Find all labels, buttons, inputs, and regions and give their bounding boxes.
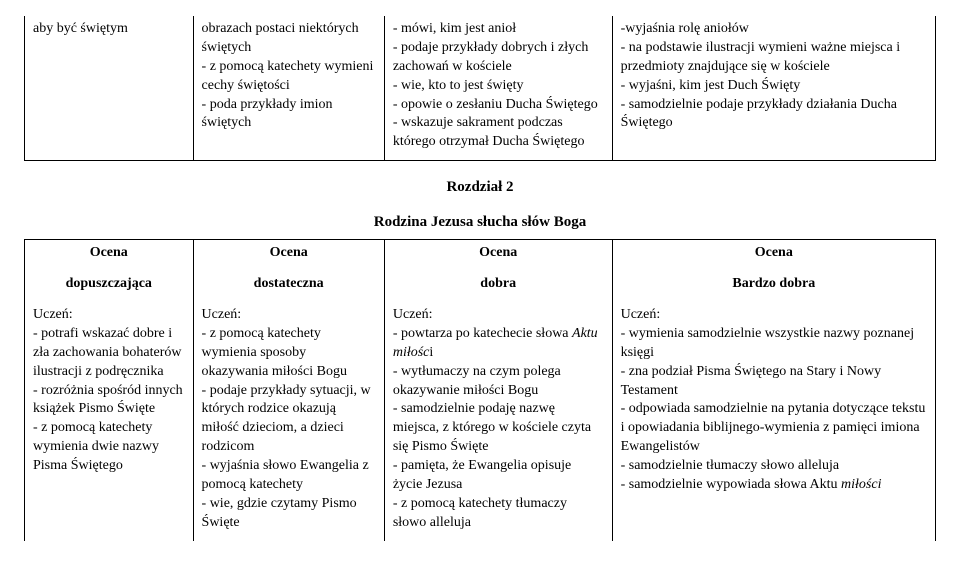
hdr-ocena-3: Ocena <box>384 240 612 271</box>
header-row-1: Ocena Ocena Ocena Ocena <box>25 240 936 271</box>
c3-part-a: Uczeń: - powtarza po katechecie słowa <box>393 307 572 341</box>
body-cell-4: Uczeń: - wymienia samodzielnie wszystkie… <box>612 302 935 541</box>
body-cell-3: Uczeń: - powtarza po katechecie słowa Ak… <box>384 302 612 541</box>
body-cell-2: Uczeń: - z pomocą katechety wymienia spo… <box>193 302 384 541</box>
c4-italic: miłości <box>841 477 881 492</box>
c4-part-a: Uczeń: - wymienia samodzielnie wszystkie… <box>621 307 929 492</box>
hdr-label-2: dostateczna <box>193 271 384 302</box>
body-row: Uczeń: - potrafi wskazać dobre i zła zac… <box>25 302 936 541</box>
hdr-ocena-1: Ocena <box>25 240 194 271</box>
top-cell-1: aby być świętym <box>25 16 194 161</box>
top-table: aby być świętym obrazach postaci niektór… <box>24 16 936 161</box>
top-row: aby być świętym obrazach postaci niektór… <box>25 16 936 161</box>
body-cell-1: Uczeń: - potrafi wskazać dobre i zła zac… <box>25 302 194 541</box>
chapter-heading: Rozdział 2 <box>24 179 936 196</box>
hdr-label-4: Bardzo dobra <box>612 271 935 302</box>
header-row-2: dopuszczająca dostateczna dobra Bardzo d… <box>25 271 936 302</box>
hdr-label-1: dopuszczająca <box>25 271 194 302</box>
top-cell-2: obrazach postaci niektórych świętych - z… <box>193 16 384 161</box>
hdr-label-3: dobra <box>384 271 612 302</box>
section-heading: Rodzina Jezusa słucha słów Boga <box>24 214 936 231</box>
hdr-ocena-4: Ocena <box>612 240 935 271</box>
top-cell-4: -wyjaśnia rolę aniołów - na podstawie il… <box>612 16 935 161</box>
top-cell-3: - mówi, kim jest anioł - podaje przykład… <box>384 16 612 161</box>
hdr-ocena-2: Ocena <box>193 240 384 271</box>
main-table: Ocena Ocena Ocena Ocena dopuszczająca do… <box>24 239 936 540</box>
c3-part-b: i - wytłumaczy na czym polega okazywanie… <box>393 345 595 530</box>
